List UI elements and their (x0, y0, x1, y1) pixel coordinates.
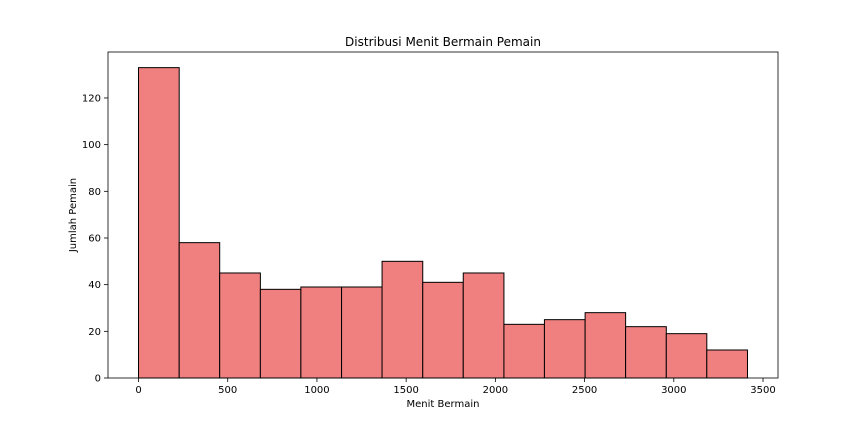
x-tick-label-1: 500 (218, 385, 237, 396)
y-tick-label-2: 40 (88, 280, 101, 291)
histogram-bar-3 (259, 288, 302, 379)
x-tick-label-5: 2500 (572, 385, 597, 396)
histogram-bar-14 (706, 349, 748, 379)
x-tick-label-0: 0 (135, 385, 141, 396)
histogram-bar-13 (665, 333, 708, 379)
y-tick-label-3: 60 (88, 233, 101, 244)
histogram-bar-4 (300, 286, 343, 379)
histogram-bar-9 (503, 323, 545, 379)
histogram-bar-10 (543, 319, 586, 379)
x-tick-label-3: 1500 (393, 385, 418, 396)
histogram-bar-8 (462, 272, 505, 379)
y-tick-label-5: 100 (82, 140, 101, 151)
y-tick-label-4: 80 (88, 187, 101, 198)
histogram-bar-5 (341, 286, 383, 379)
x-axis-label: Menit Bermain (407, 399, 480, 410)
histogram-bar-2 (219, 272, 261, 379)
y-axis-ticks: 0 20 40 60 80 100 120 (82, 93, 108, 385)
x-tick-label-4: 2000 (483, 385, 508, 396)
histogram-bar-6 (381, 260, 424, 379)
histogram-bar-0 (138, 67, 180, 379)
y-axis-label: Jumlah Pemain (68, 178, 79, 253)
histogram-bar-1 (178, 242, 221, 379)
x-axis-ticks: 0 500 1000 1500 2000 2500 3000 3500 (135, 378, 776, 396)
plot-frame (107, 51, 779, 379)
y-tick-label-1: 20 (88, 327, 101, 338)
x-tick-label-7: 3500 (750, 385, 775, 396)
y-tick-label-0: 0 (95, 374, 101, 385)
x-tick-label-2: 1000 (304, 385, 329, 396)
x-tick-label-6: 3000 (661, 385, 686, 396)
y-tick-label-6: 120 (82, 93, 101, 104)
bars-group (138, 67, 748, 379)
histogram-bar-7 (422, 281, 464, 379)
chart-title: Distribusi Menit Bermain Pemain (345, 35, 541, 49)
histogram-bar-11 (584, 312, 627, 379)
histogram-bar-12 (625, 326, 667, 379)
